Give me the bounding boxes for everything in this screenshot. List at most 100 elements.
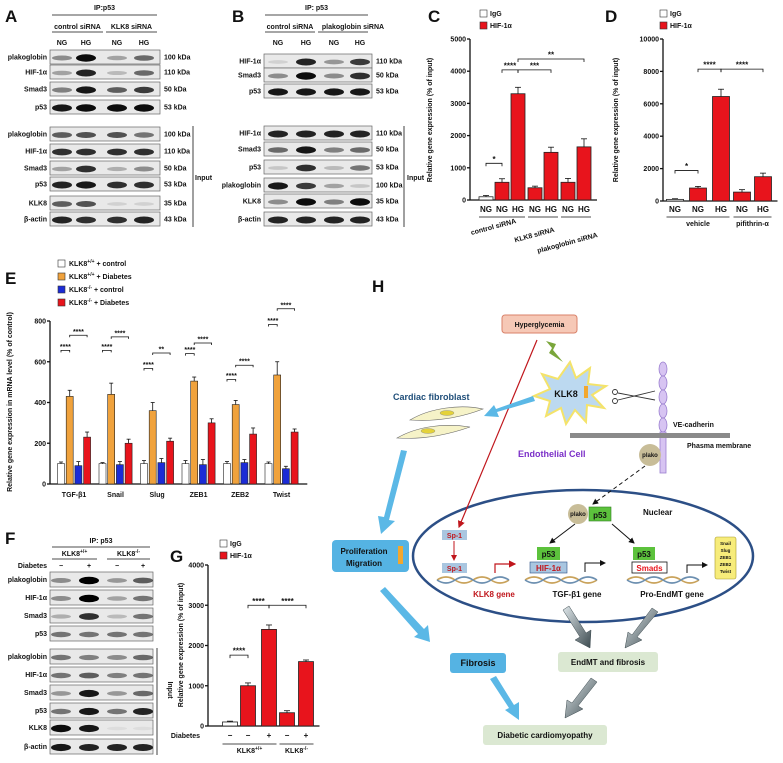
panel-label-c: C — [428, 7, 440, 26]
blot-band — [51, 654, 71, 661]
proliferation-to-fibrosis-arrow — [380, 587, 430, 642]
panel-d-bar-chart: D 0 2000 4000 6000 8000 10000 Relative gene exp… — [605, 7, 778, 228]
legend-swatch — [57, 272, 66, 281]
fibrosis-to-cardiomyopathy-arrow — [490, 676, 519, 720]
blot-membrane — [49, 99, 161, 115]
blot-band — [107, 216, 127, 224]
diabetic-cardiomyopathy-label: Diabetic cardiomyopathy — [497, 731, 593, 740]
blot-band — [324, 165, 344, 171]
bar — [298, 661, 314, 727]
bar — [240, 685, 256, 727]
blot-kda-label: 50 kDa — [376, 147, 399, 154]
tgfb1-gene-label: TGF-β1 gene — [553, 590, 602, 599]
significance-bracket — [720, 68, 764, 73]
legend-superscript: -/- — [87, 285, 92, 291]
blot-band — [324, 147, 344, 153]
lane-condition-label: − — [59, 563, 63, 570]
blot-protein-label: plakoglobin — [8, 577, 47, 584]
blot-band — [350, 198, 370, 206]
blot-band — [350, 184, 370, 188]
y-axis-label: Relative gene expression (% of input) — [613, 58, 620, 182]
blot-membrane — [263, 141, 373, 157]
blot-band — [296, 130, 316, 138]
blot-band — [134, 132, 154, 138]
hif1a-label: HIF-1α — [536, 564, 561, 573]
y-tick-label: 2000 — [450, 133, 466, 140]
blot-row-hif-1-: HIF-1α 110 kDa — [239, 53, 402, 69]
blot-band — [52, 216, 72, 224]
blot-band — [134, 86, 154, 94]
bar — [249, 433, 257, 485]
bar — [166, 440, 174, 485]
group-label-superscript: -/- — [303, 746, 308, 752]
endmt-gene: Twist — [720, 569, 732, 574]
blot-kda-label: 35 kDa — [376, 199, 399, 206]
blot-protein-label: KLK8 — [29, 201, 47, 208]
blot-membrane — [49, 81, 161, 97]
blot-band — [324, 88, 344, 96]
blot-row-plakoglobin: plakoglobin — [8, 571, 154, 588]
blot-row-klk8: KLK8 35 kDa — [243, 193, 399, 209]
blot-membrane — [49, 607, 154, 624]
significance-label: **** — [197, 337, 208, 344]
x-tick-label: NG — [496, 205, 508, 214]
blot-band — [324, 183, 344, 189]
migration-label: Migration — [346, 559, 382, 568]
blot-band — [350, 130, 370, 138]
blot-band — [107, 104, 127, 112]
p53-hif-label: p53 — [542, 550, 556, 559]
blot-band — [76, 165, 96, 173]
significance-label: **** — [73, 329, 84, 336]
bar — [231, 404, 240, 485]
legend-swatch — [659, 9, 668, 18]
legend-entry: IgG — [230, 541, 242, 548]
blot-membrane — [49, 126, 161, 142]
significance-label: * — [685, 162, 689, 171]
blot-membrane — [49, 143, 161, 159]
group-label: control siRNA — [267, 24, 314, 31]
significance-bracket — [185, 353, 195, 356]
hyperglycemia-label: Hyperglycemia — [515, 322, 565, 329]
x-tick-label: NG — [692, 205, 704, 214]
blot-protein-label: β-actin — [24, 744, 47, 751]
blot-membrane — [49, 571, 154, 588]
lightning-icon — [546, 341, 563, 362]
x-tick-label: NG — [736, 205, 748, 214]
significance-label: **** — [504, 61, 517, 70]
blot-band — [52, 87, 72, 93]
panel-h-mechanism-diagram: H Nuclear Hyperglycemia KLK8 VE-cadherin… — [332, 277, 755, 745]
blot-band — [52, 181, 72, 189]
blot-band — [76, 54, 96, 62]
endmt-genes-box — [714, 536, 737, 580]
blot-band — [76, 104, 96, 112]
blot-protein-label: p53 — [35, 631, 47, 638]
legend-base: KLK8 — [69, 261, 87, 268]
blot-membrane — [49, 666, 154, 683]
blot-membrane — [49, 719, 154, 736]
group-label: KLK8 siRNA — [111, 24, 152, 31]
bar — [222, 721, 238, 727]
klk8-transcription-arrow — [494, 560, 517, 573]
bar — [181, 463, 190, 485]
blot-band — [79, 594, 99, 603]
blot-band — [79, 654, 99, 661]
bar — [116, 464, 124, 485]
smads-label: Smads — [636, 564, 663, 573]
blot-band — [76, 148, 96, 156]
x-tick-label: HG — [757, 205, 769, 214]
sp1-box-bottom — [442, 563, 467, 573]
blot-band — [134, 202, 154, 206]
blot-band — [133, 595, 153, 602]
significance-bracket — [517, 58, 585, 62]
blot-row-p53: p53 — [35, 702, 154, 719]
blot-membrane — [263, 211, 373, 227]
blot-band — [296, 88, 316, 96]
blot-band — [134, 181, 154, 189]
blot-protein-label: β-actin — [24, 217, 47, 224]
blot-row--actin: β-actin — [24, 738, 154, 755]
ip-label: IP: p53 — [305, 5, 328, 12]
significance-label: **** — [703, 61, 716, 70]
blot-protein-label: Smad3 — [238, 147, 261, 154]
blot-row-hif-1-: HIF-1α 110 kDa — [25, 143, 190, 159]
